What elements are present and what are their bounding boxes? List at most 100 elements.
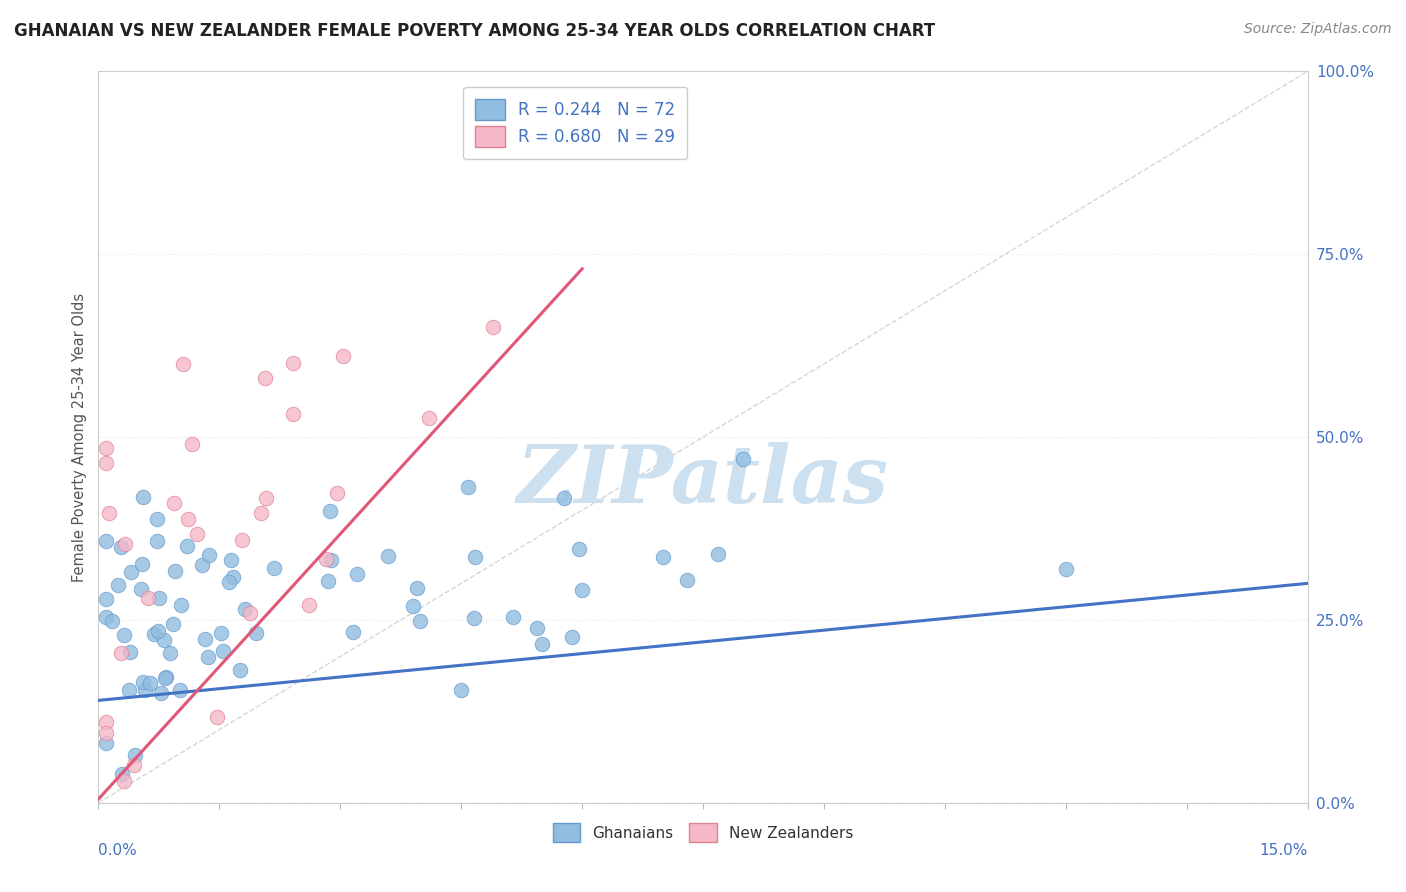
Point	[253, 371, 276, 385]
Point	[406, 581, 429, 595]
Point	[177, 512, 200, 526]
Text: GHANAIAN VS NEW ZEALANDER FEMALE POVERTY AMONG 25-34 YEAR OLDS CORRELATION CHART: GHANAIAN VS NEW ZEALANDER FEMALE POVERTY…	[14, 22, 935, 40]
Point	[233, 602, 256, 616]
Y-axis label: Female Poverty Among 25-34 Year Olds: Female Poverty Among 25-34 Year Olds	[72, 293, 87, 582]
Point	[315, 552, 337, 566]
Point	[110, 540, 132, 554]
Point	[96, 442, 118, 456]
Point	[96, 726, 118, 740]
Point	[96, 456, 118, 470]
Point	[155, 672, 177, 686]
Point	[176, 539, 198, 553]
Point	[530, 637, 553, 651]
Point	[568, 542, 591, 557]
Point	[319, 504, 342, 518]
Text: Source: ZipAtlas.com: Source: ZipAtlas.com	[1244, 22, 1392, 37]
Point	[676, 574, 699, 588]
Point	[198, 548, 221, 562]
Point	[254, 491, 277, 505]
Point	[502, 609, 524, 624]
Point	[402, 599, 425, 614]
Point	[221, 570, 243, 584]
Point	[342, 624, 364, 639]
Point	[707, 547, 730, 561]
Point	[733, 452, 755, 467]
Point	[211, 644, 233, 658]
Point	[408, 614, 430, 628]
Point	[159, 646, 181, 660]
Point	[263, 560, 285, 574]
Point	[150, 686, 173, 700]
Point	[553, 491, 575, 506]
Legend: Ghanaians, New Zealanders: Ghanaians, New Zealanders	[546, 815, 860, 850]
Point	[571, 583, 593, 598]
Point	[464, 549, 486, 564]
Point	[124, 758, 146, 772]
Point	[136, 591, 159, 605]
Point	[139, 676, 162, 690]
Point	[218, 575, 240, 590]
Point	[197, 650, 219, 665]
Point	[181, 437, 204, 451]
Point	[169, 683, 191, 698]
Point	[155, 670, 177, 684]
Point	[283, 356, 305, 370]
Point	[482, 320, 505, 334]
Point	[145, 534, 167, 549]
Point	[283, 407, 305, 421]
Text: 15.0%: 15.0%	[1260, 843, 1308, 858]
Point	[143, 627, 166, 641]
Point	[165, 564, 187, 578]
Point	[96, 715, 118, 730]
Point	[457, 480, 479, 494]
Point	[96, 534, 118, 549]
Point	[145, 512, 167, 526]
Point	[209, 626, 232, 640]
Point	[169, 598, 191, 612]
Point	[96, 591, 118, 606]
Point	[191, 558, 214, 573]
Point	[111, 766, 134, 780]
Point	[101, 614, 124, 628]
Point	[316, 574, 339, 588]
Point	[245, 626, 267, 640]
Point	[239, 606, 262, 620]
Point	[172, 357, 194, 371]
Point	[332, 350, 354, 364]
Point	[118, 682, 141, 697]
Point	[319, 552, 342, 566]
Point	[112, 773, 135, 788]
Point	[163, 496, 186, 510]
Point	[96, 736, 118, 750]
Point	[463, 610, 485, 624]
Point	[124, 747, 146, 762]
Point	[148, 591, 170, 605]
Point	[134, 683, 156, 698]
Point	[229, 663, 252, 677]
Point	[1054, 562, 1077, 576]
Point	[231, 533, 253, 548]
Point	[146, 624, 169, 638]
Point	[526, 621, 548, 635]
Point	[110, 646, 132, 660]
Point	[120, 565, 142, 579]
Point	[114, 537, 136, 551]
Point	[326, 485, 349, 500]
Point	[651, 550, 673, 565]
Point	[377, 549, 399, 564]
Point	[219, 552, 242, 566]
Point	[561, 630, 583, 644]
Point	[132, 674, 155, 689]
Point	[131, 557, 153, 571]
Point	[162, 617, 184, 632]
Point	[152, 633, 174, 648]
Text: ZIPatlas: ZIPatlas	[517, 442, 889, 520]
Point	[249, 507, 271, 521]
Point	[418, 410, 440, 425]
Point	[112, 628, 135, 642]
Point	[346, 566, 368, 581]
Point	[96, 609, 118, 624]
Point	[107, 577, 129, 591]
Point	[298, 598, 321, 612]
Point	[450, 683, 472, 698]
